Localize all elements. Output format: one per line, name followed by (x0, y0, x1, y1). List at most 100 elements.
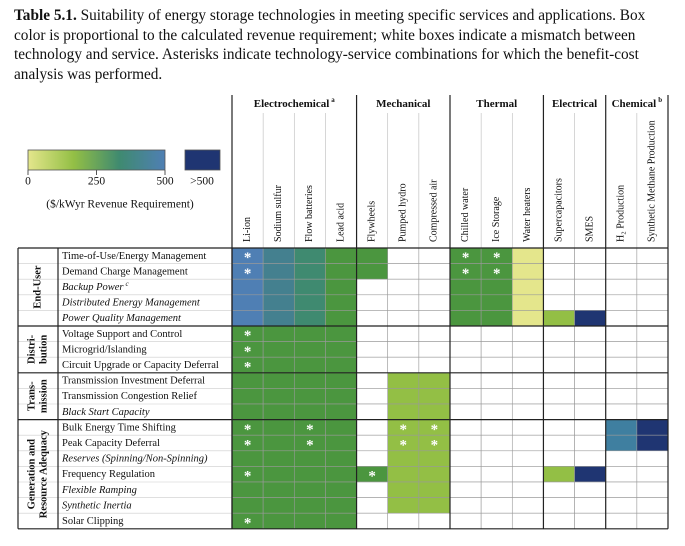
cell (325, 419, 357, 436)
cell (574, 450, 607, 467)
cell (543, 450, 575, 467)
cell (543, 263, 575, 280)
cell-mark: * (368, 469, 376, 485)
cell (293, 325, 326, 342)
cell (605, 403, 638, 420)
row-note: c (126, 280, 130, 288)
cell (480, 294, 513, 311)
cell (293, 356, 326, 374)
cell (262, 263, 295, 280)
row-label: Time-of-Use/Energy Management (62, 251, 206, 262)
cell (262, 512, 295, 530)
cell (293, 278, 326, 296)
cell (293, 247, 326, 264)
cell (356, 310, 389, 327)
cell (293, 466, 326, 483)
group-header: Mechanical (376, 98, 430, 110)
cell (605, 434, 638, 452)
cell (480, 356, 513, 374)
cell (418, 372, 451, 389)
cell (511, 434, 544, 452)
cell (636, 388, 669, 405)
cell (356, 434, 389, 452)
cell (574, 434, 607, 452)
column-header: Pumped hydro (398, 183, 409, 242)
cell (418, 247, 451, 264)
cell (511, 263, 544, 280)
cell (356, 372, 389, 389)
cell (231, 450, 264, 467)
cell (325, 294, 357, 311)
cell (262, 481, 295, 498)
cell (605, 263, 638, 280)
row-label: Circuit Upgrade or Capacity Deferral (62, 360, 219, 371)
group-label: Electrical (552, 98, 597, 110)
cell (480, 403, 513, 420)
cell (511, 450, 544, 467)
cell (231, 278, 264, 296)
cell (325, 263, 357, 280)
cell (543, 372, 575, 389)
section-label: mission (38, 379, 49, 413)
cell (449, 450, 482, 467)
cell (356, 294, 389, 311)
cell (325, 497, 357, 514)
cell (356, 356, 389, 374)
cell (387, 294, 420, 311)
legend-over (184, 149, 221, 171)
row-label-text: Peak Capacity Deferral (62, 438, 160, 449)
cell (293, 341, 326, 358)
cell (605, 341, 638, 358)
cell (262, 388, 295, 405)
cell (387, 388, 420, 405)
cell-mark: * (244, 359, 252, 375)
cell-mark: * (244, 344, 252, 360)
cell (387, 481, 420, 498)
cell (418, 356, 451, 374)
cell (231, 372, 264, 389)
cell (325, 434, 357, 452)
cell-mark: * (244, 328, 252, 344)
group-label: Mechanical (376, 98, 430, 110)
cell (543, 247, 575, 264)
cell (574, 263, 607, 280)
cell (480, 278, 513, 296)
cell (449, 310, 482, 327)
cell-mark: * (431, 422, 439, 438)
cell (543, 497, 575, 514)
row-label-text: Transmission Investment Deferral (62, 376, 205, 387)
cell (605, 481, 638, 498)
cell (480, 466, 513, 483)
cell (511, 356, 544, 374)
cell (262, 294, 295, 311)
group-header: Thermal (476, 98, 517, 110)
column-header: H₂ Production (616, 185, 627, 242)
cell (449, 512, 482, 530)
cell (543, 481, 575, 498)
cell (543, 310, 575, 327)
row-label-text: Power Quality Management (61, 314, 182, 325)
cell (449, 388, 482, 405)
cell (325, 278, 357, 296)
cell (418, 263, 451, 280)
cell (511, 294, 544, 311)
cell (636, 434, 669, 452)
cell (574, 356, 607, 374)
row-label: Backup Power c (62, 280, 130, 294)
cell (543, 356, 575, 374)
cell (574, 247, 607, 264)
cell (574, 294, 607, 311)
cell-mark: * (431, 437, 439, 453)
legend-gradient (27, 149, 166, 171)
cell (418, 450, 451, 467)
cell (293, 450, 326, 467)
group-label: Chemical (612, 98, 657, 110)
section-label: bution (38, 335, 49, 364)
cell (605, 372, 638, 389)
row-label: Bulk Energy Time Shifting (62, 423, 177, 434)
cell (605, 247, 638, 264)
section-label: Generation and (26, 439, 37, 509)
column-header: Flow batteries (304, 185, 315, 242)
cell (511, 466, 544, 483)
cell (293, 512, 326, 530)
